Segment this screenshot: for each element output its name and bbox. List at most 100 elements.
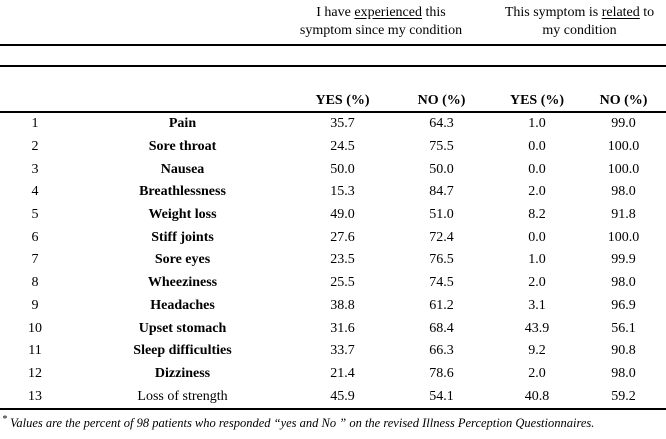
spacer-row <box>0 66 666 90</box>
row-number-cell: 8 <box>31 275 39 291</box>
experienced-no-cell: 61.2 <box>429 297 454 313</box>
row-number-cell: 4 <box>31 184 39 200</box>
column-header-related-yes: YES (%) <box>493 90 581 113</box>
table-row: 7 Sore eyes 23.5 76.5 1.0 99.9 <box>0 249 666 272</box>
experienced-no-cell: 51.0 <box>429 207 454 223</box>
related-yes-cell: 1.0 <box>528 252 546 268</box>
experienced-yes-cell: 21.4 <box>330 365 355 381</box>
experienced-no-cell: 50.0 <box>429 161 454 177</box>
related-yes-cell: 3.1 <box>528 297 546 313</box>
symptom-cell: Upset stomach <box>138 320 227 336</box>
table-row: 5 Weight loss 49.0 51.0 8.2 91.8 <box>0 204 666 227</box>
experienced-yes-cell: 33.7 <box>330 343 355 359</box>
related-no-cell: 98.0 <box>611 365 636 381</box>
experienced-no-cell: 64.3 <box>429 116 454 132</box>
group-header-1-underlined-word: experienced <box>354 5 422 20</box>
related-no-cell: 98.0 <box>611 275 636 291</box>
group-header-1-line-2: symptom since my condition <box>299 23 463 38</box>
related-no-cell: 91.8 <box>611 207 636 223</box>
experienced-yes-cell: 31.6 <box>330 320 355 336</box>
table-row: 11 Sleep difficulties 33.7 66.3 9.2 90.8 <box>0 340 666 363</box>
related-yes-cell: 2.0 <box>528 275 546 291</box>
symptom-cell: Nausea <box>160 161 205 177</box>
experienced-no-cell: 75.5 <box>429 139 454 155</box>
experienced-yes-cell: 45.9 <box>295 385 390 410</box>
symptom-cell: Stiff joints <box>151 229 214 245</box>
related-yes-cell: 1.0 <box>528 116 546 132</box>
group-header-2-line-1: This symptom is related to <box>493 4 666 22</box>
column-header-experienced-yes: YES (%) <box>295 90 390 113</box>
related-no-cell: 59.2 <box>581 385 666 410</box>
group-header-2-pre: This symptom is <box>504 5 602 20</box>
group-header-2-post: to <box>639 5 655 20</box>
experienced-yes-cell: 25.5 <box>330 275 355 291</box>
column-group-header-row: I have experienced this symptom since my… <box>0 0 666 46</box>
experienced-yes-cell: 23.5 <box>330 252 355 268</box>
column-header-empty-cell <box>0 90 70 113</box>
row-number-cell: 12 <box>28 365 42 381</box>
experienced-no-cell: 76.5 <box>429 252 454 268</box>
related-yes-cell: 8.2 <box>528 207 546 223</box>
table-footnote: * Values are the percent of 98 patients … <box>2 414 666 431</box>
group-header-1-line-1: I have experienced this <box>295 4 467 22</box>
row-number-cell: 5 <box>31 207 39 223</box>
experienced-no-cell: 68.4 <box>429 320 454 336</box>
spacer-cell <box>0 66 666 90</box>
related-yes-cell: 40.8 <box>493 385 581 410</box>
symptom-table: I have experienced this symptom since my… <box>0 0 666 410</box>
related-no-cell: 99.0 <box>611 116 636 132</box>
row-number-cell: 3 <box>31 161 39 177</box>
experienced-no-cell: 54.1 <box>390 385 493 410</box>
related-yes-cell: 0.0 <box>528 139 546 155</box>
row-number-cell: 11 <box>28 343 42 359</box>
row-number-cell: 7 <box>31 252 39 268</box>
experienced-yes-cell: 38.8 <box>330 297 355 313</box>
experienced-yes-cell: 27.6 <box>330 229 355 245</box>
row-number-cell: 6 <box>31 229 39 245</box>
row-number-cell: 10 <box>28 320 42 336</box>
experienced-yes-cell: 50.0 <box>330 161 355 177</box>
symptom-cell: Headaches <box>150 297 215 313</box>
table-row: 9 Headaches 38.8 61.2 3.1 96.9 <box>0 295 666 318</box>
table-row: 12 Dizziness 21.4 78.6 2.0 98.0 <box>0 363 666 386</box>
related-no-cell: 100.0 <box>607 139 640 155</box>
row-number-cell: 9 <box>31 297 39 313</box>
related-yes-cell: 2.0 <box>528 365 546 381</box>
table-row: 3 Nausea 50.0 50.0 0.0 100.0 <box>0 158 666 181</box>
experienced-no-cell: 78.6 <box>429 365 454 381</box>
table-row: 1 Pain 35.7 64.3 1.0 99.0 <box>0 112 666 136</box>
symptom-cell: Pain <box>168 116 197 132</box>
symptom-cell: Sore eyes <box>154 252 211 268</box>
experienced-yes-cell: 24.5 <box>330 139 355 155</box>
experienced-no-cell: 84.7 <box>429 184 454 200</box>
row-number-cell: 1 <box>31 116 39 132</box>
group-header-empty-cell <box>0 0 295 46</box>
related-yes-cell: 0.0 <box>528 161 546 177</box>
symptom-cell: Sleep difficulties <box>133 343 232 359</box>
experienced-no-cell: 74.5 <box>429 275 454 291</box>
group-header-2-underlined-word: related <box>601 5 640 20</box>
experienced-no-cell: 66.3 <box>429 343 454 359</box>
related-no-cell: 90.8 <box>611 343 636 359</box>
spacer-row <box>0 45 666 67</box>
experienced-yes-cell: 35.7 <box>330 116 355 132</box>
column-group-header-related: This symptom is related to my condition <box>493 0 666 46</box>
spacer-cell <box>0 45 666 67</box>
experienced-yes-cell: 49.0 <box>330 207 355 223</box>
related-no-cell: 100.0 <box>607 229 640 245</box>
table-row: 10 Upset stomach 31.6 68.4 43.9 56.1 <box>0 317 666 340</box>
column-header-row: YES (%) NO (%) YES (%) NO (%) <box>0 90 666 113</box>
footnote-text: Values are the percent of 98 patients wh… <box>7 415 595 430</box>
related-yes-cell: 9.2 <box>528 343 546 359</box>
table-row: 6 Stiff joints 27.6 72.4 0.0 100.0 <box>0 226 666 249</box>
symptom-cell: Loss of strength <box>70 385 295 410</box>
column-header-experienced-no: NO (%) <box>390 90 493 113</box>
related-no-cell: 98.0 <box>611 184 636 200</box>
related-no-cell: 99.9 <box>611 252 636 268</box>
row-number-cell: 2 <box>31 139 39 155</box>
experienced-yes-cell: 15.3 <box>330 184 355 200</box>
symptom-cell: Dizziness <box>154 365 211 381</box>
table-row: 4 Breathlessness 15.3 84.7 2.0 98.0 <box>0 181 666 204</box>
related-yes-cell: 43.9 <box>524 320 550 336</box>
